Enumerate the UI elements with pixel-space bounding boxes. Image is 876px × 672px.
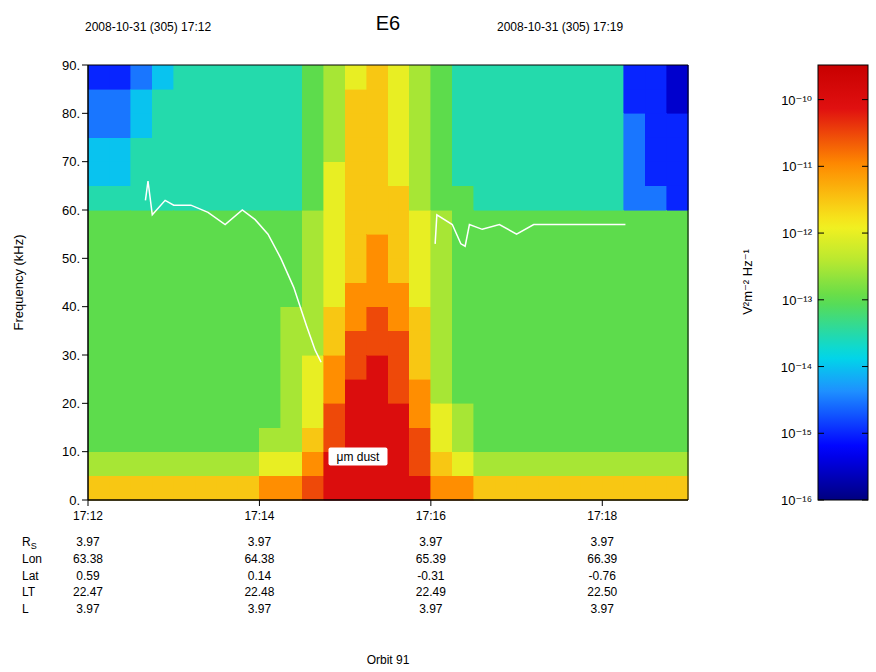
svg-text:-0.31: -0.31 bbox=[417, 569, 445, 583]
svg-text:63.38: 63.38 bbox=[73, 552, 103, 566]
svg-text:10.: 10. bbox=[62, 444, 80, 459]
svg-text:22.49: 22.49 bbox=[416, 585, 446, 599]
svg-text:20.: 20. bbox=[62, 396, 80, 411]
svg-text:10⁻¹⁴: 10⁻¹⁴ bbox=[781, 360, 812, 375]
svg-text:3.97: 3.97 bbox=[419, 535, 443, 549]
svg-text:E6: E6 bbox=[376, 12, 400, 34]
svg-text:0.14: 0.14 bbox=[248, 569, 272, 583]
svg-text:3.97: 3.97 bbox=[591, 602, 615, 616]
svg-text:70.: 70. bbox=[62, 154, 80, 169]
svg-text:10⁻¹⁰: 10⁻¹⁰ bbox=[781, 93, 812, 108]
svg-text:LT: LT bbox=[22, 585, 36, 599]
svg-text:90.: 90. bbox=[62, 58, 80, 73]
svg-text:17:12: 17:12 bbox=[73, 509, 103, 523]
svg-text:10⁻¹³: 10⁻¹³ bbox=[782, 293, 813, 308]
svg-text:65.39: 65.39 bbox=[416, 552, 446, 566]
svg-text:66.39: 66.39 bbox=[587, 552, 617, 566]
svg-text:10⁻¹²: 10⁻¹² bbox=[782, 226, 813, 241]
svg-text:2008-10-31 (305) 17:19: 2008-10-31 (305) 17:19 bbox=[497, 20, 623, 34]
svg-text:10⁻¹⁵: 10⁻¹⁵ bbox=[781, 426, 812, 441]
svg-text:3.97: 3.97 bbox=[76, 535, 100, 549]
svg-text:10⁻¹⁶: 10⁻¹⁶ bbox=[781, 493, 812, 508]
svg-text:Lat: Lat bbox=[22, 569, 39, 583]
svg-text:3.97: 3.97 bbox=[248, 602, 272, 616]
svg-text:3.97: 3.97 bbox=[76, 602, 100, 616]
svg-text:2008-10-31 (305) 17:12: 2008-10-31 (305) 17:12 bbox=[85, 20, 211, 34]
svg-text:-0.76: -0.76 bbox=[589, 569, 617, 583]
svg-text:17:14: 17:14 bbox=[244, 509, 274, 523]
svg-text:60.: 60. bbox=[62, 203, 80, 218]
svg-text:40.: 40. bbox=[62, 299, 80, 314]
svg-text:0.: 0. bbox=[69, 493, 80, 508]
svg-text:3.97: 3.97 bbox=[419, 602, 443, 616]
svg-text:Lon: Lon bbox=[22, 552, 42, 566]
svg-text:L: L bbox=[22, 602, 29, 616]
svg-text:50.: 50. bbox=[62, 251, 80, 266]
svg-text:80.: 80. bbox=[62, 106, 80, 121]
svg-text:3.97: 3.97 bbox=[591, 535, 615, 549]
svg-text:0.59: 0.59 bbox=[76, 569, 100, 583]
svg-text:RS: RS bbox=[22, 535, 37, 551]
svg-text:22.48: 22.48 bbox=[244, 585, 274, 599]
svg-text:22.47: 22.47 bbox=[73, 585, 103, 599]
svg-text:V²m⁻² Hz⁻¹: V²m⁻² Hz⁻¹ bbox=[740, 248, 755, 314]
svg-text:30.: 30. bbox=[62, 348, 80, 363]
svg-text:μm dust: μm dust bbox=[337, 450, 381, 464]
svg-text:Frequency (kHz): Frequency (kHz) bbox=[11, 234, 26, 330]
svg-text:Orbit 91: Orbit 91 bbox=[367, 653, 410, 667]
svg-text:17:18: 17:18 bbox=[587, 509, 617, 523]
svg-text:17:16: 17:16 bbox=[416, 509, 446, 523]
svg-text:10⁻¹¹: 10⁻¹¹ bbox=[782, 159, 813, 174]
svg-text:22.50: 22.50 bbox=[587, 585, 617, 599]
svg-text:3.97: 3.97 bbox=[248, 535, 272, 549]
svg-text:64.38: 64.38 bbox=[244, 552, 274, 566]
